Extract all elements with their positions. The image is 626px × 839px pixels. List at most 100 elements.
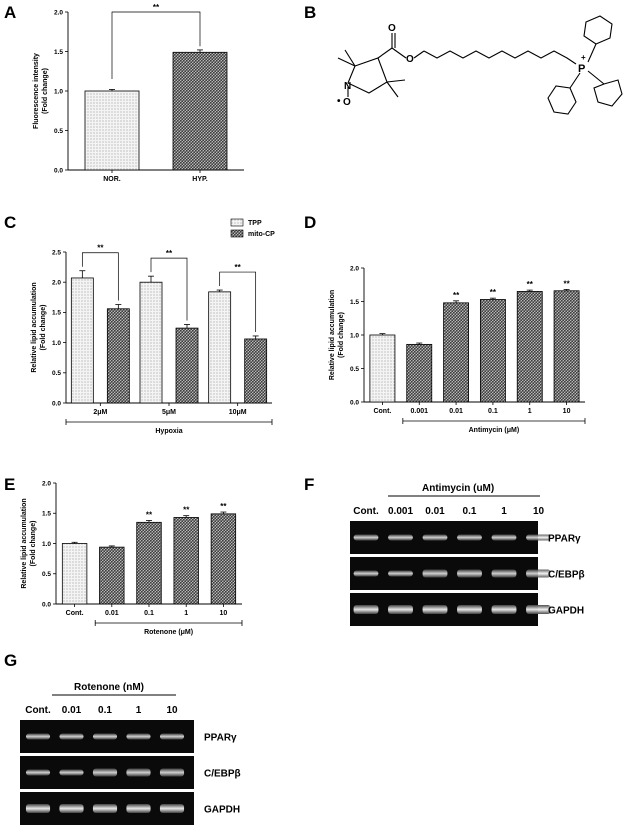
y-axis-label-a: Fluorescence intensity bbox=[33, 53, 40, 129]
y-axis-label-e: (Fold change) bbox=[30, 521, 37, 567]
pyrroline-ring bbox=[347, 57, 388, 94]
atom-o-carbonyl: O bbox=[388, 23, 396, 34]
gel-g-band bbox=[159, 768, 185, 777]
x-tick-label-c: 2μM bbox=[93, 409, 107, 416]
bar-e-2 bbox=[136, 521, 162, 605]
gel-f-lane-label: Cont. bbox=[353, 506, 379, 517]
gel-f-lane-label: 0.001 bbox=[388, 506, 413, 517]
chart-e: 0.0 0.5 1.0 1.5 2.0 Relative lipid accumulati… bbox=[21, 480, 243, 636]
bar-e-3 bbox=[173, 517, 199, 605]
x-tick-label-a: NOR. bbox=[103, 176, 121, 183]
bar-c-TPP-1 bbox=[139, 281, 163, 404]
gel-f: Antimycin (uM) Cont. 0.001 0.01 0.1 1 10 PPARγ… bbox=[350, 483, 585, 626]
significance-bracket-c bbox=[150, 257, 188, 321]
gel-g-band bbox=[59, 733, 84, 740]
methyl-bond bbox=[386, 81, 399, 98]
y-tick-label-e: 0.0 bbox=[42, 601, 51, 608]
methyl-bond bbox=[386, 79, 406, 83]
gel-g-band bbox=[92, 804, 118, 813]
gel-g-lane-label: 1 bbox=[136, 705, 142, 716]
bar-a-0 bbox=[84, 90, 140, 171]
gel-f-band bbox=[457, 605, 482, 614]
panel-label-g: G bbox=[4, 651, 17, 670]
significance-mark-a: ** bbox=[153, 3, 160, 12]
y-tick-label-d: 2.0 bbox=[350, 265, 359, 272]
significance-bracket-a bbox=[111, 11, 201, 79]
y-tick-label-a: 2.0 bbox=[54, 9, 63, 16]
gel-f-lane-label: 10 bbox=[533, 506, 545, 517]
gel-g-band bbox=[25, 804, 51, 813]
y-tick-label-d: 1.0 bbox=[350, 332, 359, 339]
legend-swatch-mito-cp bbox=[230, 229, 244, 238]
gel-g-band-label: PPARγ bbox=[204, 733, 237, 744]
decyl-chain bbox=[423, 50, 577, 65]
bar-e-4 bbox=[210, 513, 237, 605]
bar-d-0 bbox=[369, 334, 396, 403]
bar-c-mito-CP-0 bbox=[106, 308, 130, 404]
significance-mark-c: ** bbox=[97, 244, 104, 253]
significance-mark-c: ** bbox=[166, 249, 173, 258]
y-axis-label-c: (Fold change) bbox=[40, 305, 47, 351]
x-tick-label-d: 0.01 bbox=[449, 408, 463, 415]
gel-g-band-label: GAPDH bbox=[204, 805, 240, 816]
gel-g-band bbox=[92, 733, 118, 740]
structure-atom-labels: N O • O O P + bbox=[337, 23, 586, 108]
legend-swatch-tpp bbox=[230, 218, 244, 227]
x-tick-label-e: 10 bbox=[220, 610, 228, 617]
legend-c: TPP mito-CP bbox=[230, 218, 275, 238]
x-tick-label-d: Cont. bbox=[373, 408, 391, 415]
chemical-structure-b bbox=[337, 15, 623, 115]
y-tick-label-c: 0.5 bbox=[52, 370, 61, 377]
significance-mark-d: ** bbox=[490, 288, 497, 297]
chart-d: 0.0 0.5 1.0 1.5 2.0 Relative lipid accumulati… bbox=[329, 265, 586, 434]
y-tick-label-e: 1.0 bbox=[42, 541, 51, 548]
y-tick-label-c: 1.0 bbox=[52, 340, 61, 347]
legend-label-tpp: TPP bbox=[248, 220, 262, 227]
significance-mark-e: ** bbox=[146, 511, 153, 520]
y-tick-label-d: 1.5 bbox=[350, 299, 359, 306]
x-tick-label-c: 10μM bbox=[229, 409, 247, 416]
bar-c-TPP-0 bbox=[70, 277, 94, 404]
gel-f-band bbox=[491, 569, 517, 578]
methyl-bond bbox=[337, 57, 356, 67]
atom-n: N bbox=[344, 81, 351, 92]
y-tick-label-a: 1.0 bbox=[54, 88, 63, 95]
phenyl-ring-left bbox=[547, 85, 577, 115]
y-tick-label-c: 0.0 bbox=[52, 400, 61, 407]
x-tick-label-a: HYP. bbox=[192, 176, 207, 183]
y-tick-label-d: 0.5 bbox=[350, 366, 359, 373]
y-axis-label-d: (Fold change) bbox=[338, 312, 345, 358]
gel-f-band-label: GAPDH bbox=[548, 606, 584, 617]
gel-f-band-label: C/EBPβ bbox=[548, 570, 585, 581]
gel-g-lane-label: 10 bbox=[166, 705, 178, 716]
ester-bond bbox=[413, 50, 425, 59]
bar-d-4 bbox=[516, 291, 543, 403]
bar-d-1 bbox=[406, 343, 433, 403]
bar-c-mito-CP-2 bbox=[244, 338, 268, 404]
p-phenyl-bond bbox=[587, 70, 605, 85]
atom-p: P bbox=[578, 63, 585, 75]
y-tick-label-e: 0.5 bbox=[42, 571, 51, 578]
significance-mark-e: ** bbox=[220, 502, 227, 511]
gel-f-band bbox=[457, 569, 482, 578]
chart-a: 0.0 0.5 1.0 1.5 2.0 Fluorescence intensity (Fo… bbox=[33, 3, 244, 183]
gel-f-band bbox=[491, 605, 517, 614]
gel-g-lane-label: 0.1 bbox=[98, 705, 112, 716]
carbonyl-bond bbox=[377, 47, 393, 59]
gel-f-band-label: PPARγ bbox=[548, 534, 581, 545]
gel-f-band bbox=[388, 605, 413, 614]
chart-c: 0.0 0.5 1.0 1.5 2.0 2.5 Relative lipid accumul… bbox=[31, 244, 273, 435]
gel-g-band bbox=[159, 733, 185, 740]
gel-g-band bbox=[59, 804, 84, 813]
gel-g-band bbox=[159, 804, 185, 813]
gel-g: Rotenone (nM) Cont. 0.01 0.1 1 10 PPARγ C/EBPβ… bbox=[20, 682, 241, 825]
phenyl-ring-right bbox=[593, 79, 623, 107]
x-tick-label-d: 0.001 bbox=[410, 408, 428, 415]
y-tick-label-c: 2.0 bbox=[52, 280, 61, 287]
gel-f-band bbox=[526, 569, 551, 578]
legend-label-mito-cp: mito-CP bbox=[248, 231, 275, 238]
gel-g-band-label: C/EBPβ bbox=[204, 769, 241, 780]
y-tick-label-a: 0.0 bbox=[54, 167, 63, 174]
panel-label-e: E bbox=[4, 475, 15, 494]
